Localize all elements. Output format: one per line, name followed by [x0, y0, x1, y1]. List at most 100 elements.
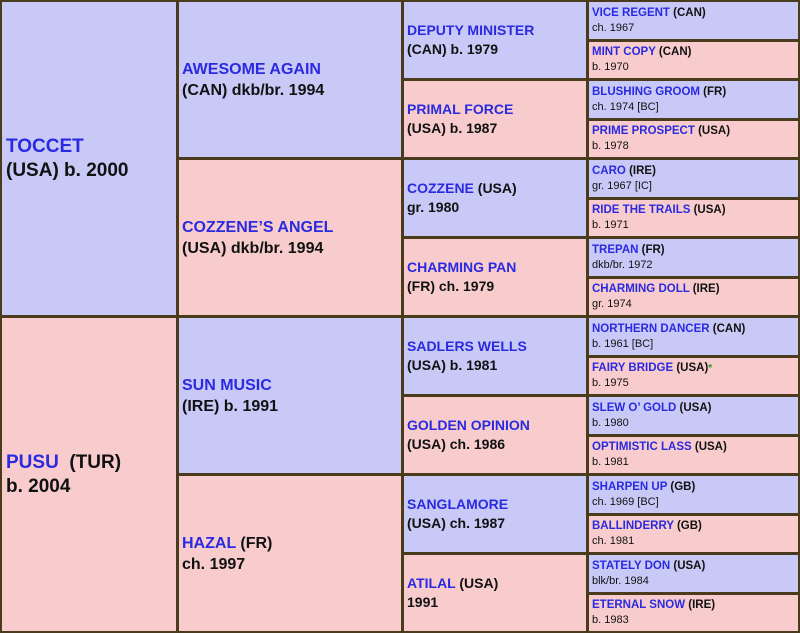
horse-cell-blushing-groom: BLUSHING GROOM (FR) ch. 1974 [BC]	[589, 81, 798, 118]
horse-details: b. 1983	[592, 614, 629, 626]
horse-cell-stately-don: STATELY DON (USA) blk/br. 1984	[589, 555, 798, 592]
horse-name[interactable]: RIDE THE TRAILS	[592, 204, 691, 216]
horse-country: (USA)	[455, 575, 499, 591]
horse-name[interactable]: CHARMING PAN	[407, 259, 517, 275]
horse-name[interactable]: HAZAL	[182, 534, 236, 552]
horse-name[interactable]: PRIMAL FORCE	[407, 101, 514, 117]
horse-details: (USA) ch. 1987	[407, 515, 506, 531]
horse-details: (USA) b. 2000	[6, 159, 129, 181]
horse-country: (USA)	[676, 401, 712, 414]
horse-cell-golden-opinion: GOLDEN OPINION (USA) ch. 1986	[404, 397, 586, 473]
horse-cell-primal-force: PRIMAL FORCE (USA) b. 1987	[404, 81, 586, 157]
horse-details: (USA) b. 1981	[407, 357, 498, 373]
horse-name[interactable]: VICE REGENT	[592, 6, 670, 19]
horse-name[interactable]: SUN MUSIC	[182, 376, 272, 394]
horse-name[interactable]: CARO	[592, 164, 626, 177]
horse-cell-cozzene: COZZENE (USA) gr. 1980	[404, 160, 586, 236]
horse-details: b. 1981	[592, 456, 629, 468]
star-mark: *	[708, 363, 713, 374]
horse-cell-awesome-again: AWESOME AGAIN (CAN) dkb/br. 1994	[179, 2, 401, 157]
horse-name[interactable]: PRIME PROSPECT	[592, 125, 695, 137]
horse-details: (USA) b. 1987	[407, 120, 498, 136]
horse-name[interactable]: ATILAL	[407, 575, 456, 591]
horse-details: gr. 1974	[592, 298, 632, 310]
horse-details: b. 1961 [BC]	[592, 337, 654, 350]
horse-country: (GB)	[667, 480, 696, 493]
horse-name[interactable]: ETERNAL SNOW	[592, 599, 686, 611]
horse-country: (USA)	[694, 125, 731, 137]
horse-name[interactable]: SLEW O’ GOLD	[592, 401, 677, 414]
horse-name[interactable]: TOCCET	[6, 135, 84, 157]
horse-country: (CAN)	[709, 322, 746, 335]
horse-cell-eternal-snow: ETERNAL SNOW (IRE) b. 1983	[589, 595, 798, 631]
horse-cell-charming-doll: CHARMING DOLL (IRE) gr. 1974	[589, 279, 798, 315]
horse-details: (USA) ch. 1986	[407, 436, 506, 452]
horse-name[interactable]: PUSU	[6, 451, 59, 473]
horse-cell-hazal: HAZAL (FR) ch. 1997	[179, 476, 401, 631]
horse-name[interactable]: GOLDEN OPINION	[407, 417, 530, 433]
horse-cell-slew-o-gold: SLEW O’ GOLD (USA) b. 1980	[589, 397, 798, 434]
horse-cell-ride-the-trails: RIDE THE TRAILS (USA) b. 1971	[589, 200, 798, 236]
horse-country: (USA)	[673, 362, 709, 374]
horse-name[interactable]: DEPUTY MINISTER	[407, 22, 535, 38]
horse-details: b. 2004	[6, 475, 71, 497]
horse-cell-vice-regent: VICE REGENT (CAN) ch. 1967	[589, 2, 798, 39]
horse-country: (FR)	[638, 243, 665, 256]
horse-name[interactable]: TREPAN	[592, 243, 639, 256]
horse-details: blk/br. 1984	[592, 574, 649, 587]
horse-details: (CAN) dkb/br. 1994	[182, 81, 325, 99]
horse-name[interactable]: STATELY DON	[592, 559, 671, 572]
horse-details: ch. 1969 [BC]	[592, 495, 659, 508]
horse-country: (USA)	[691, 441, 727, 453]
horse-details: (CAN) b. 1979	[407, 41, 499, 57]
horse-name[interactable]: FAIRY BRIDGE	[592, 362, 674, 374]
horse-cell-deputy-minister: DEPUTY MINISTER (CAN) b. 1979	[404, 2, 586, 78]
horse-cell-fairy-bridge: FAIRY BRIDGE (USA)* b. 1975	[589, 358, 798, 394]
horse-name[interactable]: COZZENE	[407, 180, 474, 196]
horse-cell-sadlers-wells: SADLERS WELLS (USA) b. 1981	[404, 318, 586, 394]
horse-details: gr. 1980	[407, 199, 460, 215]
horse-cell-optimistic-lass: OPTIMISTIC LASS (USA) b. 1981	[589, 437, 798, 473]
horse-details: ch. 1981	[592, 535, 635, 547]
horse-country: (FR)	[699, 85, 727, 98]
horse-cell-atilal: ATILAL (USA) 1991	[404, 555, 586, 631]
horse-country: (USA)	[473, 180, 517, 196]
horse-country: (IRE)	[625, 164, 656, 177]
horse-details: (FR) ch. 1979	[407, 278, 495, 294]
horse-name[interactable]: AWESOME AGAIN	[182, 60, 321, 78]
horse-details: gr. 1967 [IC]	[592, 179, 652, 192]
horse-cell-caro: CARO (IRE) gr. 1967 [IC]	[589, 160, 798, 197]
horse-details: b. 1971	[592, 219, 629, 231]
horse-cell-trepan: TREPAN (FR) dkb/br. 1972	[589, 239, 798, 276]
horse-name[interactable]: SHARPEN UP	[592, 480, 668, 493]
horse-details: 1991	[407, 594, 439, 610]
horse-name[interactable]: NORTHERN DANCER	[592, 322, 710, 335]
horse-cell-ballinderry: BALLINDERRY (GB) ch. 1981	[589, 516, 798, 552]
horse-details: (USA) dkb/br. 1994	[182, 239, 324, 257]
horse-cell-northern-dancer: NORTHERN DANCER (CAN) b. 1961 [BC]	[589, 318, 798, 355]
horse-name[interactable]: OPTIMISTIC LASS	[592, 441, 692, 453]
horse-name[interactable]: MINT COPY	[592, 46, 656, 58]
horse-name[interactable]: CHARMING DOLL	[592, 283, 690, 295]
horse-name[interactable]: SADLERS WELLS	[407, 338, 527, 354]
horse-country: (USA)	[690, 204, 726, 216]
horse-details: (IRE) b. 1991	[182, 397, 279, 415]
horse-cell-mint-copy: MINT COPY (CAN) b. 1970	[589, 42, 798, 78]
horse-details: ch. 1997	[182, 555, 246, 573]
horse-cell-pusu: PUSU (TUR) b. 2004	[2, 318, 176, 631]
horse-name[interactable]: SANGLAMORE	[407, 496, 509, 512]
horse-details: b. 1975	[592, 377, 629, 389]
horse-details: ch. 1974 [BC]	[592, 100, 659, 113]
horse-cell-toccet: TOCCET (USA) b. 2000	[2, 2, 176, 315]
horse-details: ch. 1967	[592, 21, 635, 34]
horse-cell-sun-music: SUN MUSIC (IRE) b. 1991	[179, 318, 401, 473]
horse-details: b. 1978	[592, 140, 629, 152]
horse-country: (FR)	[235, 534, 273, 552]
horse-name[interactable]: COZZENE’S ANGEL	[182, 218, 334, 236]
horse-name[interactable]: BLUSHING GROOM	[592, 85, 700, 98]
horse-name[interactable]: BALLINDERRY	[592, 520, 674, 532]
horse-country: (IRE)	[689, 283, 720, 295]
horse-cell-sharpen-up: SHARPEN UP (GB) ch. 1969 [BC]	[589, 476, 798, 513]
horse-cell-cozzene-s-angel: COZZENE’S ANGEL (USA) dkb/br. 1994	[179, 160, 401, 315]
